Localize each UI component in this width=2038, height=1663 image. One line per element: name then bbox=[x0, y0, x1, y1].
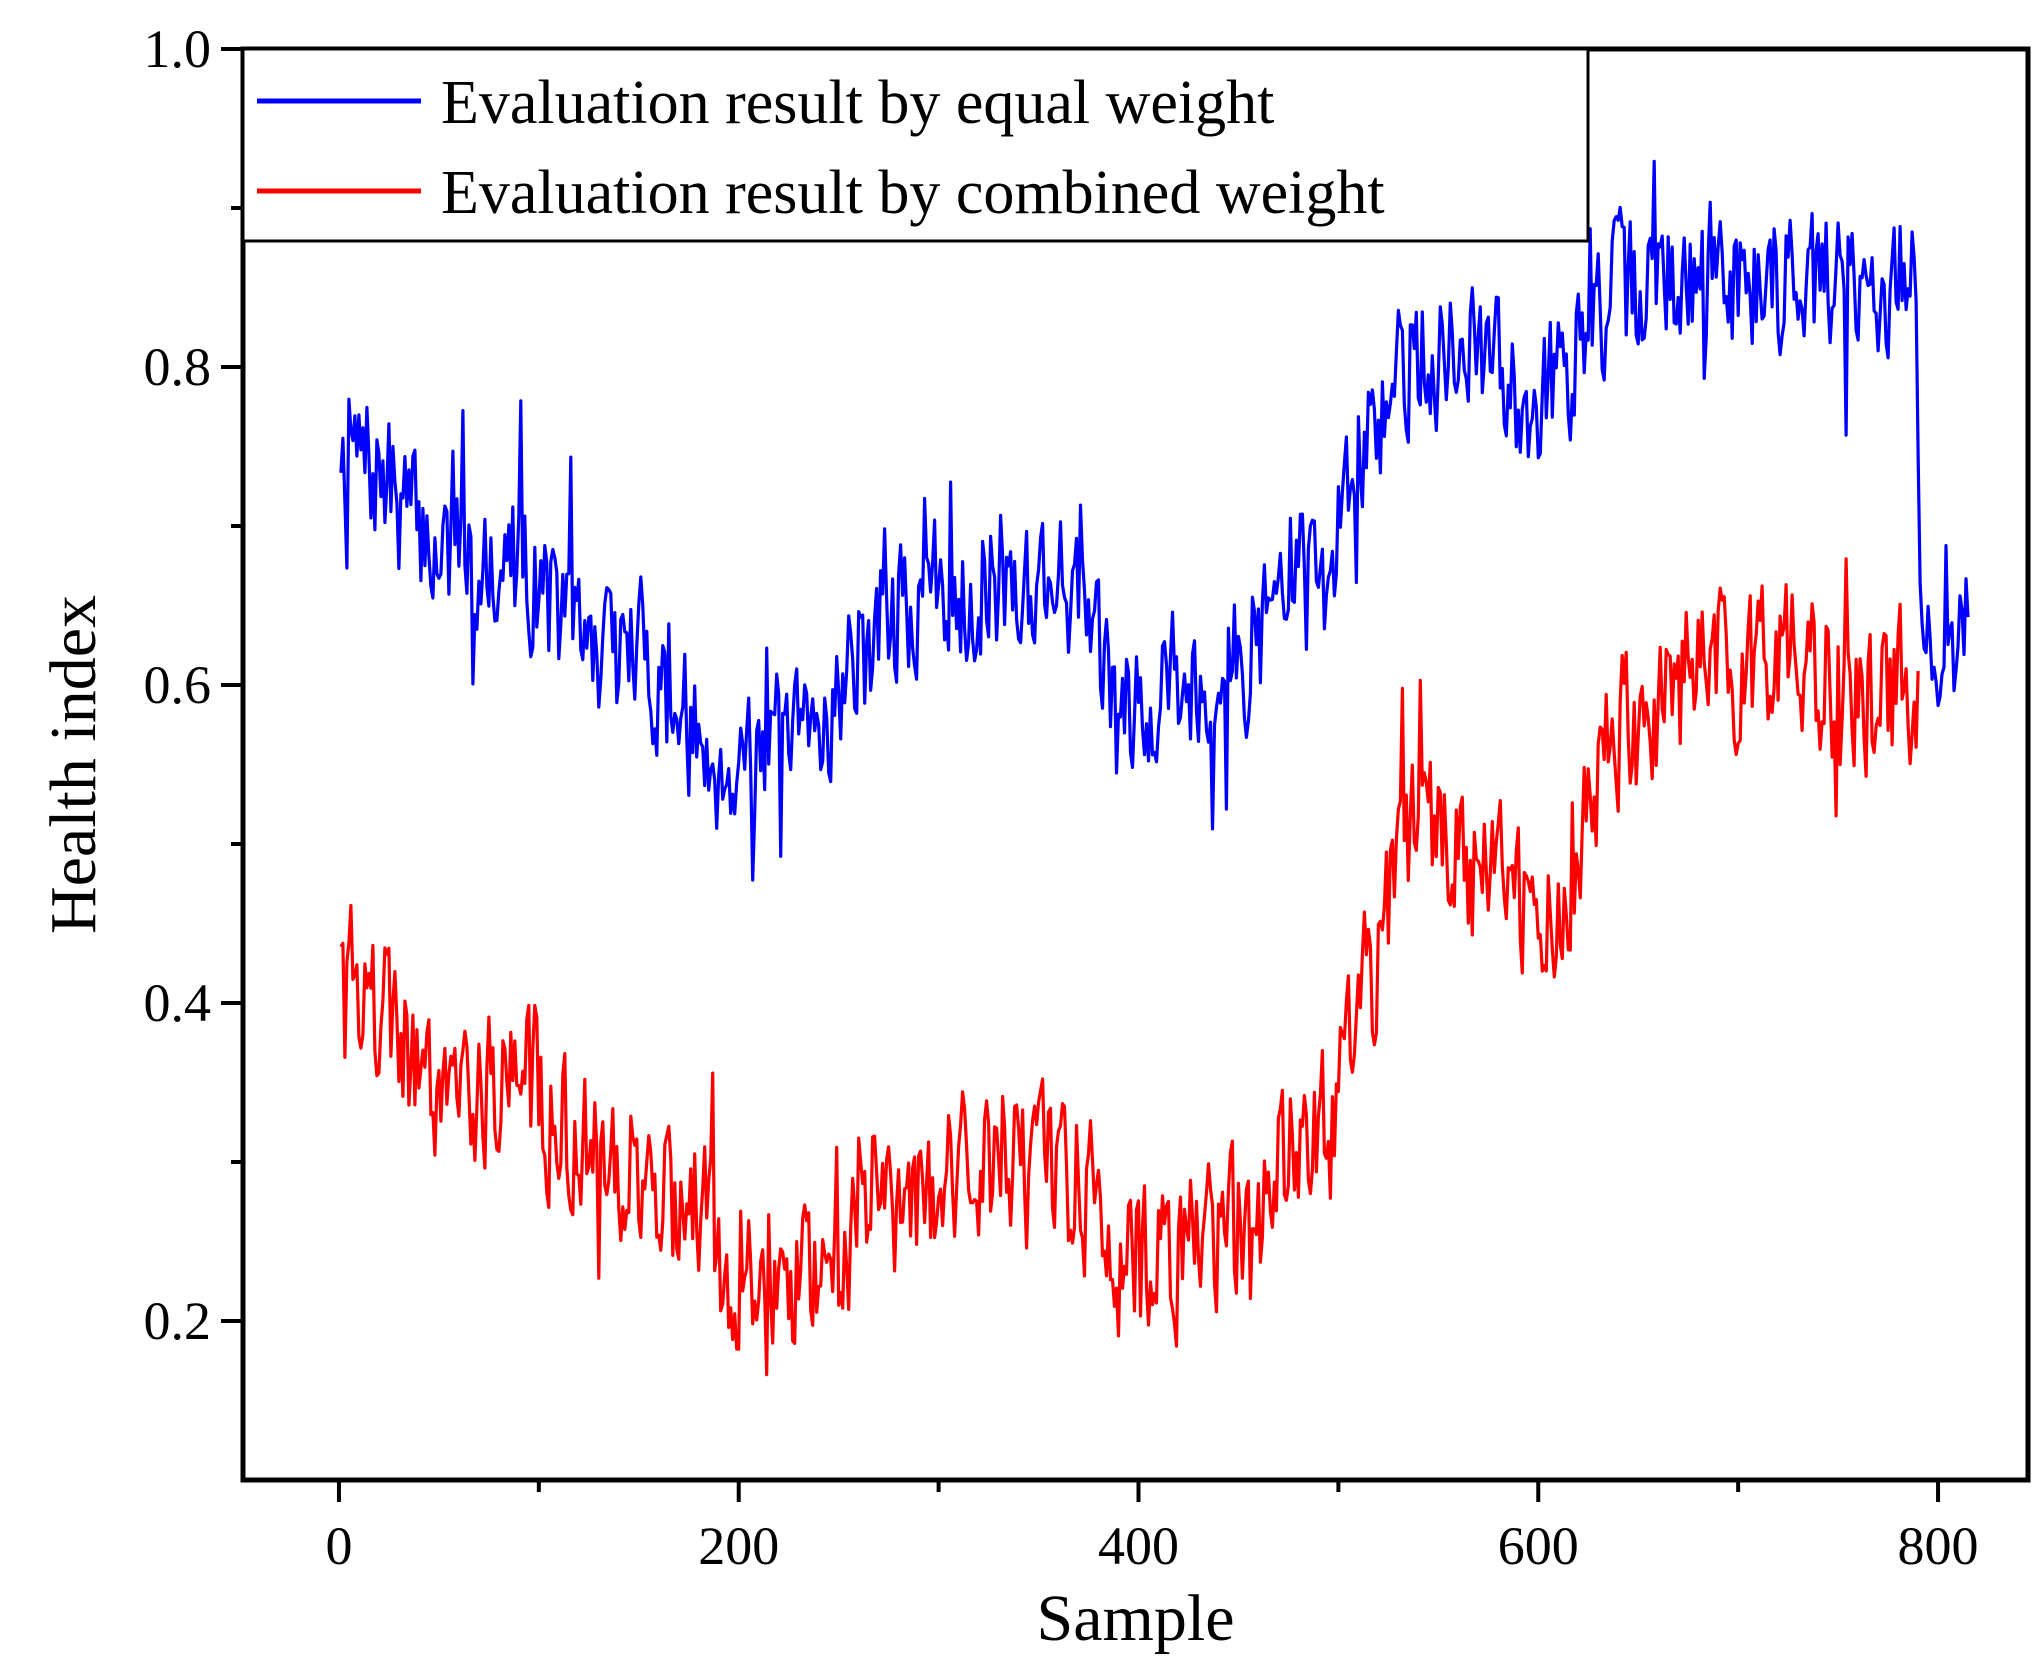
x-axis-ticks: 0 200 400 600 800 bbox=[325, 1480, 1979, 1576]
y-tick-label: 1.0 bbox=[144, 19, 212, 79]
y-axis-label: Health index bbox=[37, 595, 110, 934]
y-tick-label: 0.8 bbox=[144, 337, 212, 397]
x-tick-label: 600 bbox=[1498, 1516, 1579, 1576]
legend-label-combined-weight: Evaluation result by combined weight bbox=[441, 159, 1385, 227]
y-tick-label: 0.6 bbox=[144, 655, 212, 715]
series-line-combined-weight bbox=[339, 557, 1920, 1377]
legend-box bbox=[241, 47, 1590, 243]
legend: Evaluation result by equal weight Evalua… bbox=[241, 47, 1590, 243]
y-tick-label: 0.2 bbox=[144, 1291, 212, 1351]
x-axis-label: Sample bbox=[1037, 1582, 1235, 1655]
x-tick-label: 200 bbox=[698, 1516, 779, 1576]
x-tick-label: 0 bbox=[325, 1516, 352, 1576]
x-tick-label: 400 bbox=[1098, 1516, 1179, 1576]
legend-label-equal-weight: Evaluation result by equal weight bbox=[441, 69, 1274, 137]
y-axis-ticks: 0.2 0.4 0.6 0.8 1.0 bbox=[144, 19, 243, 1351]
series-layer bbox=[339, 159, 1970, 1377]
y-tick-label: 0.4 bbox=[144, 973, 212, 1033]
x-tick-label: 800 bbox=[1898, 1516, 1979, 1576]
series-line-equal-weight bbox=[339, 159, 1970, 882]
